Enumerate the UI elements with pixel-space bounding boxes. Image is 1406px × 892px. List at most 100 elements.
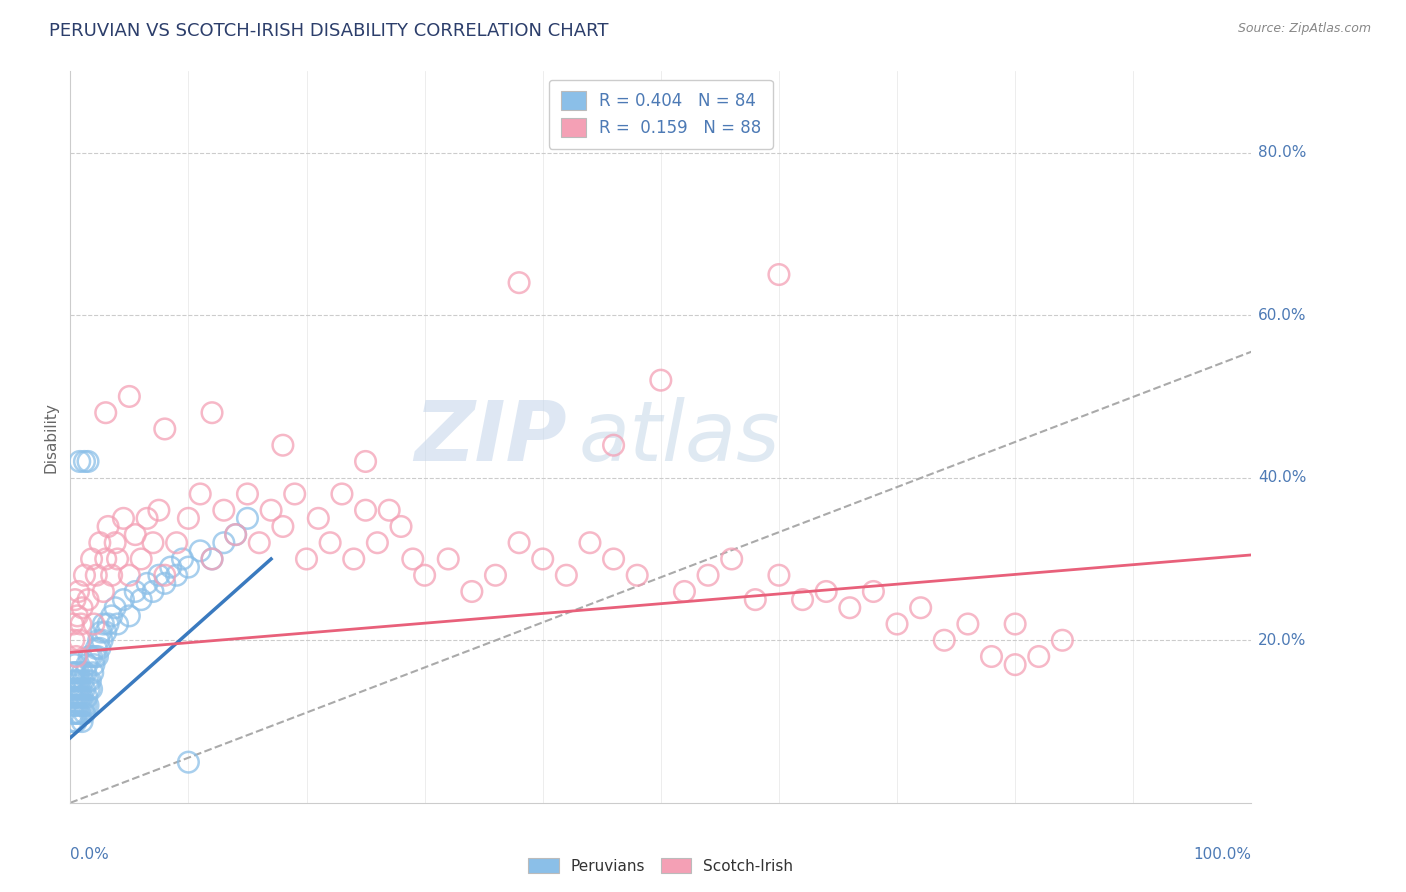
Point bbox=[172, 552, 194, 566]
Point bbox=[378, 503, 401, 517]
Point bbox=[73, 706, 96, 721]
Point bbox=[366, 535, 388, 549]
Point bbox=[65, 649, 87, 664]
Point bbox=[62, 617, 84, 632]
Point bbox=[343, 552, 366, 566]
Point bbox=[862, 584, 884, 599]
Point bbox=[70, 617, 93, 632]
Point bbox=[60, 698, 83, 713]
Point bbox=[815, 584, 838, 599]
Point bbox=[65, 681, 87, 696]
Point bbox=[97, 617, 120, 632]
Point bbox=[319, 535, 342, 549]
Point bbox=[69, 706, 91, 721]
Text: 80.0%: 80.0% bbox=[1258, 145, 1306, 161]
Point bbox=[768, 268, 790, 282]
Point bbox=[69, 454, 91, 468]
Y-axis label: Disability: Disability bbox=[44, 401, 59, 473]
Point bbox=[602, 552, 624, 566]
Point bbox=[63, 665, 86, 680]
Point bbox=[177, 755, 200, 769]
Point bbox=[63, 592, 86, 607]
Text: 40.0%: 40.0% bbox=[1258, 470, 1306, 485]
Point bbox=[142, 535, 165, 549]
Point bbox=[77, 681, 100, 696]
Point bbox=[112, 592, 135, 607]
Point bbox=[62, 665, 84, 680]
Point bbox=[461, 584, 484, 599]
Point bbox=[63, 657, 86, 672]
Point bbox=[94, 625, 117, 640]
Point bbox=[118, 568, 141, 582]
Point bbox=[720, 552, 742, 566]
Point bbox=[69, 673, 91, 688]
Point bbox=[100, 608, 122, 623]
Legend: Peruvians, Scotch-Irish: Peruvians, Scotch-Irish bbox=[522, 852, 800, 880]
Point bbox=[626, 568, 648, 582]
Point bbox=[307, 511, 329, 525]
Point bbox=[201, 552, 224, 566]
Point bbox=[188, 487, 211, 501]
Point bbox=[75, 665, 97, 680]
Point bbox=[271, 438, 294, 452]
Point bbox=[129, 592, 152, 607]
Point bbox=[508, 276, 530, 290]
Point bbox=[84, 568, 107, 582]
Point bbox=[63, 690, 86, 705]
Point bbox=[65, 698, 87, 713]
Point bbox=[177, 560, 200, 574]
Point bbox=[354, 503, 377, 517]
Point bbox=[225, 527, 247, 541]
Point bbox=[63, 706, 86, 721]
Text: PERUVIAN VS SCOTCH-IRISH DISABILITY CORRELATION CHART: PERUVIAN VS SCOTCH-IRISH DISABILITY CORR… bbox=[49, 22, 609, 40]
Point bbox=[768, 568, 790, 582]
Point bbox=[104, 535, 127, 549]
Point bbox=[91, 633, 114, 648]
Point bbox=[72, 673, 94, 688]
Point bbox=[84, 641, 107, 656]
Point bbox=[389, 519, 412, 533]
Point bbox=[66, 608, 89, 623]
Point bbox=[77, 592, 100, 607]
Point bbox=[886, 617, 908, 632]
Point bbox=[83, 617, 105, 632]
Point bbox=[66, 690, 89, 705]
Point bbox=[70, 681, 93, 696]
Point bbox=[402, 552, 425, 566]
Text: 60.0%: 60.0% bbox=[1258, 308, 1306, 323]
Point bbox=[148, 503, 170, 517]
Point bbox=[177, 511, 200, 525]
Point bbox=[75, 698, 97, 713]
Point bbox=[413, 568, 436, 582]
Point bbox=[153, 568, 176, 582]
Point bbox=[82, 665, 104, 680]
Point bbox=[295, 552, 318, 566]
Point bbox=[153, 422, 176, 436]
Text: Source: ZipAtlas.com: Source: ZipAtlas.com bbox=[1237, 22, 1371, 36]
Point bbox=[94, 406, 117, 420]
Point bbox=[602, 438, 624, 452]
Point bbox=[63, 698, 86, 713]
Point bbox=[236, 511, 259, 525]
Point bbox=[107, 617, 129, 632]
Point bbox=[63, 673, 86, 688]
Point bbox=[260, 503, 283, 517]
Point bbox=[60, 681, 83, 696]
Point bbox=[579, 535, 602, 549]
Point bbox=[531, 552, 554, 566]
Text: 100.0%: 100.0% bbox=[1194, 847, 1251, 862]
Point bbox=[188, 544, 211, 558]
Point bbox=[136, 511, 159, 525]
Point bbox=[77, 673, 100, 688]
Point bbox=[65, 714, 87, 729]
Point bbox=[97, 519, 120, 533]
Text: 0.0%: 0.0% bbox=[70, 847, 110, 862]
Point bbox=[70, 714, 93, 729]
Point bbox=[744, 592, 766, 607]
Point bbox=[90, 625, 112, 640]
Point bbox=[437, 552, 460, 566]
Point bbox=[330, 487, 353, 501]
Point bbox=[63, 633, 86, 648]
Point bbox=[73, 568, 96, 582]
Point bbox=[129, 552, 152, 566]
